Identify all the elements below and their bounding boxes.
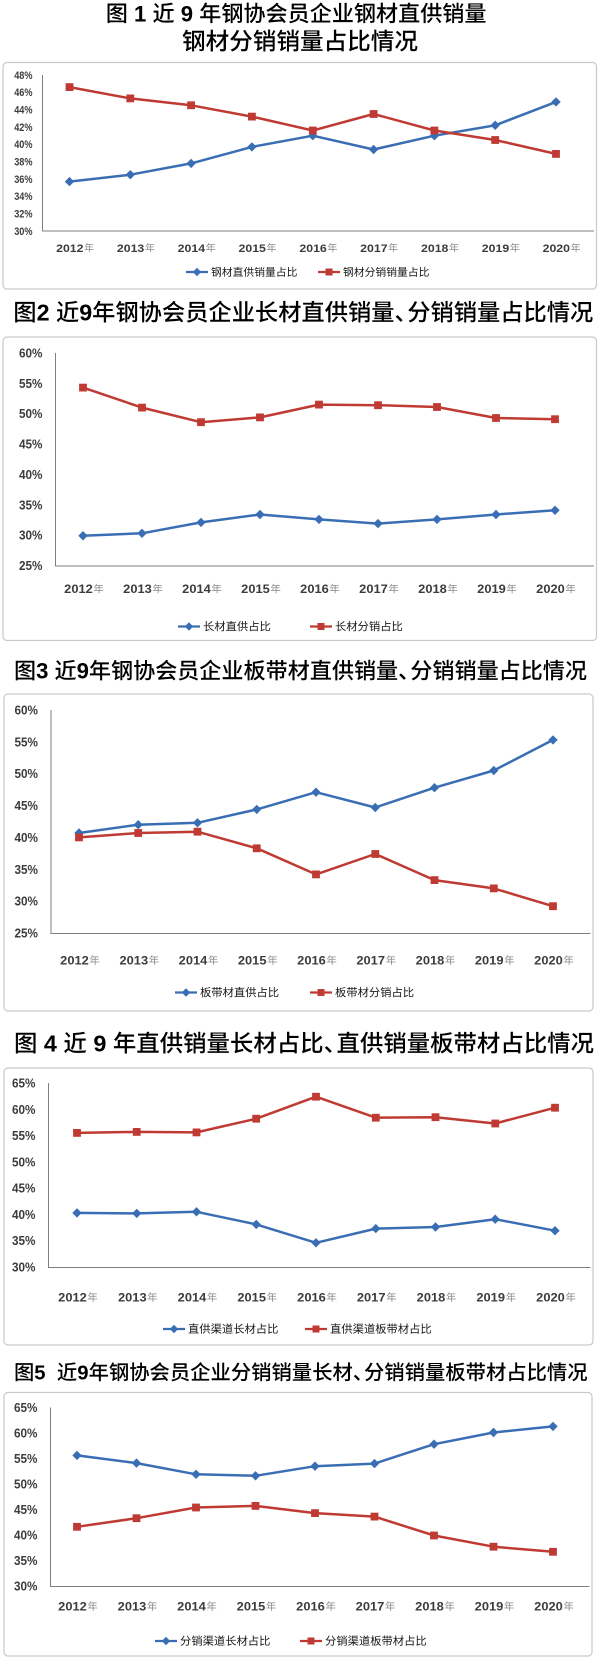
svg-text:55%: 55% [19, 377, 43, 391]
svg-text:44%: 44% [14, 105, 33, 117]
svg-text:9: 9 [77, 1363, 88, 1385]
svg-text:2014: 2014 [182, 582, 211, 596]
svg-text:2020: 2020 [534, 1600, 563, 1614]
svg-text:55%: 55% [15, 735, 39, 749]
svg-text:30%: 30% [19, 529, 43, 543]
svg-text:40%: 40% [15, 831, 39, 845]
svg-text:36%: 36% [14, 174, 33, 186]
svg-text:2018: 2018 [415, 1600, 444, 1614]
svg-text:32%: 32% [14, 209, 33, 221]
svg-text:2015: 2015 [237, 1291, 266, 1305]
svg-text:45%: 45% [12, 1182, 36, 1196]
svg-text:2: 2 [37, 300, 50, 326]
svg-text:48%: 48% [14, 70, 33, 82]
svg-text:25%: 25% [15, 927, 39, 941]
svg-text:60%: 60% [19, 347, 43, 361]
svg-text:50%: 50% [15, 767, 39, 781]
svg-text:35%: 35% [12, 1234, 36, 1248]
svg-text:40%: 40% [12, 1208, 36, 1222]
svg-text:2019: 2019 [482, 243, 509, 255]
svg-text:38%: 38% [14, 157, 33, 169]
svg-text:2015: 2015 [239, 243, 266, 255]
svg-text:2020: 2020 [536, 1291, 565, 1305]
svg-text:2012: 2012 [64, 582, 93, 596]
svg-text:30%: 30% [14, 1580, 38, 1594]
svg-text:2013: 2013 [117, 243, 144, 255]
svg-text:65%: 65% [12, 1077, 36, 1091]
svg-text:40%: 40% [19, 468, 43, 482]
svg-text:2016: 2016 [297, 1291, 326, 1305]
svg-text:35%: 35% [14, 1554, 38, 1568]
svg-text:2016: 2016 [300, 582, 329, 596]
svg-text:2017: 2017 [356, 1600, 385, 1614]
svg-text:55%: 55% [12, 1129, 36, 1143]
svg-text:25%: 25% [19, 559, 43, 573]
svg-text:45%: 45% [15, 799, 39, 813]
svg-text:9: 9 [93, 1031, 106, 1057]
svg-text:2020: 2020 [543, 243, 570, 255]
svg-text:2017: 2017 [360, 243, 387, 255]
svg-text:2019: 2019 [477, 582, 506, 596]
svg-text:60%: 60% [15, 704, 39, 718]
svg-text:42%: 42% [14, 122, 33, 134]
svg-text:9: 9 [77, 659, 89, 684]
svg-text:60%: 60% [14, 1427, 38, 1441]
svg-text:2014: 2014 [179, 954, 208, 968]
svg-text:55%: 55% [14, 1452, 38, 1466]
svg-text:2015: 2015 [238, 954, 267, 968]
svg-text:2013: 2013 [120, 954, 149, 968]
svg-text:35%: 35% [15, 863, 39, 877]
svg-text:9: 9 [181, 1, 193, 26]
svg-text:50%: 50% [12, 1155, 36, 1169]
svg-text:2013: 2013 [123, 582, 152, 596]
svg-text:9: 9 [79, 300, 92, 326]
svg-text:2013: 2013 [118, 1600, 147, 1614]
svg-text:2017: 2017 [359, 582, 388, 596]
svg-text:2014: 2014 [178, 243, 206, 255]
svg-text:46%: 46% [14, 87, 33, 99]
svg-text:2014: 2014 [178, 1291, 207, 1305]
svg-text:4: 4 [44, 1031, 57, 1057]
svg-text:2018: 2018 [418, 582, 447, 596]
svg-text:50%: 50% [19, 407, 43, 421]
svg-text:2014: 2014 [177, 1600, 206, 1614]
svg-text:3: 3 [36, 659, 48, 684]
svg-text:2016: 2016 [299, 243, 326, 255]
svg-text:34%: 34% [14, 191, 33, 203]
svg-text:30%: 30% [15, 895, 39, 909]
svg-text:2012: 2012 [60, 954, 89, 968]
svg-text:45%: 45% [19, 438, 43, 452]
svg-text:2013: 2013 [118, 1291, 147, 1305]
svg-text:5: 5 [34, 1363, 45, 1385]
svg-text:45%: 45% [14, 1503, 38, 1517]
svg-text:60%: 60% [12, 1103, 36, 1117]
svg-text:2017: 2017 [356, 954, 385, 968]
svg-text:2012: 2012 [56, 243, 83, 255]
svg-text:2018: 2018 [417, 1291, 446, 1305]
svg-text:2016: 2016 [296, 1600, 325, 1614]
svg-text:1: 1 [134, 1, 146, 26]
svg-text:2020: 2020 [534, 954, 563, 968]
svg-text:2015: 2015 [237, 1600, 266, 1614]
svg-text:2012: 2012 [58, 1600, 87, 1614]
svg-text:40%: 40% [14, 139, 33, 151]
svg-text:2019: 2019 [476, 1291, 505, 1305]
svg-text:2017: 2017 [357, 1291, 386, 1305]
svg-text:30%: 30% [14, 226, 33, 238]
svg-text:50%: 50% [14, 1478, 38, 1492]
svg-text:2012: 2012 [58, 1291, 87, 1305]
svg-text:2020: 2020 [536, 582, 565, 596]
svg-text:2019: 2019 [475, 1600, 504, 1614]
svg-text:35%: 35% [19, 498, 43, 512]
svg-text:2016: 2016 [297, 954, 326, 968]
svg-text:2019: 2019 [475, 954, 504, 968]
svg-text:40%: 40% [14, 1529, 38, 1543]
svg-text:2015: 2015 [241, 582, 270, 596]
svg-text:30%: 30% [12, 1261, 36, 1275]
svg-text:2018: 2018 [421, 243, 448, 255]
svg-text:2018: 2018 [416, 954, 445, 968]
svg-text:65%: 65% [14, 1401, 38, 1415]
